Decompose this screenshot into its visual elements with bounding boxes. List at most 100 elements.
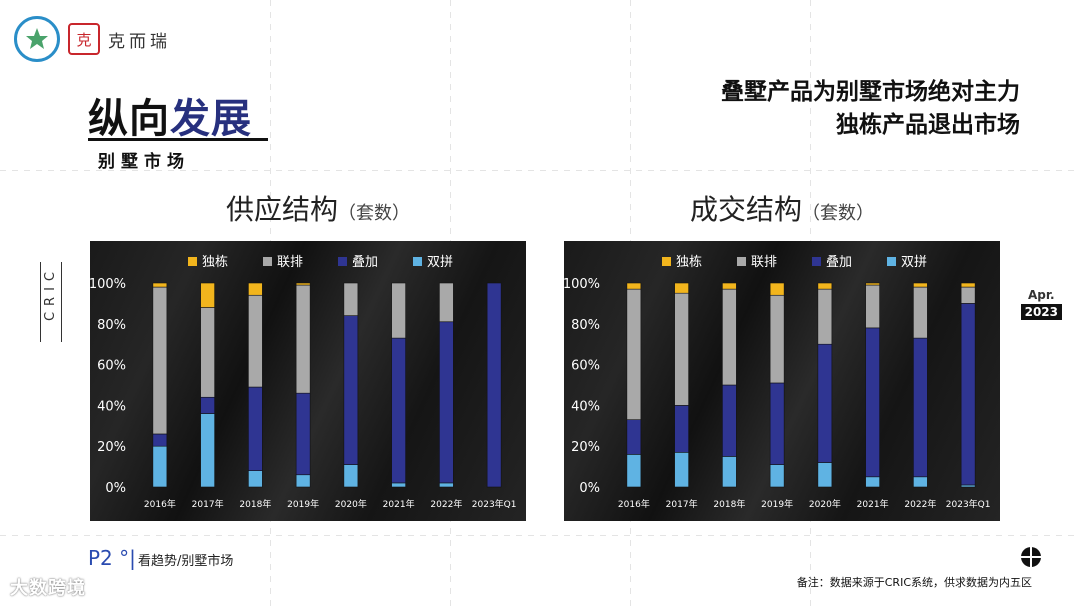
legend-label: 叠加 <box>826 255 852 270</box>
y-tick-label: 60% <box>571 359 600 374</box>
bar-segment-联排 <box>865 284 880 329</box>
bar-segment-独栋 <box>769 282 785 296</box>
bar-segment-联排 <box>295 284 311 394</box>
bar-segment-叠加 <box>486 282 502 488</box>
section-title-accent: 发展 <box>170 96 252 142</box>
bar-segment-叠加 <box>343 315 359 465</box>
x-tick-label: 2017年 <box>666 498 698 510</box>
bar-segment-联排 <box>439 282 454 323</box>
side-label: CRIC <box>40 262 62 342</box>
x-tick-label: 2021年 <box>857 498 889 510</box>
y-tick-label: 100% <box>90 277 126 292</box>
y-tick-label: 40% <box>97 399 126 414</box>
date-month: Apr. <box>1027 288 1055 302</box>
bar-segment-叠加 <box>439 321 454 484</box>
bar-segment-叠加 <box>391 337 406 484</box>
watermark: 大数跨境 <box>10 578 86 599</box>
bar-segment-独栋 <box>626 282 642 290</box>
page-number: P2 °| <box>88 546 136 570</box>
bar-segment-双拼 <box>817 462 833 488</box>
bar-segment-双拼 <box>626 454 642 488</box>
legend-swatch <box>737 257 746 266</box>
legend-label: 双拼 <box>901 255 927 270</box>
bar-segment-叠加 <box>674 405 689 453</box>
side-label-text: CRIC <box>43 266 58 322</box>
breadcrumb: 看趋势/别墅市场 <box>138 554 234 569</box>
x-tick-label: 2022年 <box>430 498 462 510</box>
bar-segment-联排 <box>343 282 359 316</box>
y-tick-label: 0% <box>579 481 600 496</box>
brand-name: 克而瑞 <box>108 31 171 52</box>
bar-segment-双拼 <box>722 456 737 488</box>
legend-swatch <box>338 257 347 266</box>
x-tick-label: 2020年 <box>335 498 367 510</box>
bar-segment-联排 <box>152 286 168 435</box>
bar-segment-双拼 <box>391 482 406 488</box>
bar-segment-联排 <box>960 286 976 304</box>
footnote: 备注：数据来源于CRIC系统，供求数据为内五区 <box>796 576 1032 589</box>
bar-segment-双拼 <box>200 413 215 488</box>
bar-segment-联排 <box>722 288 737 386</box>
chart-svg: 独栋 联排 叠加 双拼 0% 20% 40% 60% 80% 100% 2016年 2017年 2018… <box>564 254 991 510</box>
x-tick-label: 2021年 <box>383 498 415 510</box>
date-badge: Apr. 2023 <box>1020 288 1062 320</box>
bg-gridline <box>0 170 1080 171</box>
bar-segment-独栋 <box>865 282 880 286</box>
section-title-main: 纵向 <box>88 96 170 142</box>
bar-segment-独栋 <box>200 282 215 308</box>
bar-segment-双拼 <box>439 482 454 488</box>
bar-segment-独栋 <box>960 282 976 288</box>
section-subtitle: 别墅市场 <box>88 138 268 172</box>
bar-segment-叠加 <box>769 382 785 465</box>
x-tick-label: 2019年 <box>761 498 793 510</box>
legend-swatch <box>263 257 272 266</box>
deal-structure-chart: 独栋 联排 叠加 双拼 0% 20% 40% 60% 80% 100% 2016年 2017年 2018… <box>564 241 1000 521</box>
seal-icon: 克 <box>68 23 100 55</box>
bar-segment-叠加 <box>865 327 880 478</box>
legend-swatch <box>887 257 896 266</box>
bar-segment-叠加 <box>817 343 833 463</box>
section-subtitle-text: 别墅市场 <box>98 152 190 172</box>
headline-line-1: 叠墅产品为别墅市场绝对主力 <box>721 79 1020 105</box>
x-tick-label: 2020年 <box>809 498 841 510</box>
legend-label: 独栋 <box>202 254 228 270</box>
supply-chart-title-text: 供应结构 <box>226 193 339 226</box>
bar-segment-双拼 <box>865 476 880 488</box>
bar-segment-独栋 <box>152 282 168 288</box>
bar-segment-独栋 <box>817 282 833 290</box>
y-tick-label: 40% <box>571 399 600 414</box>
y-tick-label: 80% <box>97 318 126 333</box>
x-tick-label: 2019年 <box>287 498 319 510</box>
bar-segment-独栋 <box>913 282 928 288</box>
y-tick-label: 0% <box>105 481 126 496</box>
legend-swatch <box>812 257 821 266</box>
bar-segment-叠加 <box>248 386 263 471</box>
deal-chart-title-text: 成交结构 <box>690 193 803 226</box>
legend-label: 叠加 <box>352 255 378 270</box>
bar-segment-联排 <box>674 292 689 406</box>
headline: 叠墅产品为别墅市场绝对主力 独栋产品退出市场 <box>721 76 1020 142</box>
brand-logo: 克 克而瑞 <box>14 16 171 62</box>
bar-segment-双拼 <box>674 452 689 488</box>
bar-segment-联排 <box>391 282 406 339</box>
bar-segment-独栋 <box>674 282 689 294</box>
bar-segment-联排 <box>913 286 928 339</box>
legend-label: 独栋 <box>676 254 702 270</box>
y-tick-label: 80% <box>571 318 600 333</box>
bar-segment-联排 <box>248 294 263 388</box>
legend-label: 联排 <box>277 255 303 270</box>
bar-segment-叠加 <box>960 303 976 486</box>
x-tick-label: 2022年 <box>904 498 936 510</box>
x-tick-label: 2018年 <box>239 498 271 510</box>
section-title: 纵向发展 <box>88 86 252 144</box>
bar-segment-叠加 <box>295 392 311 476</box>
y-tick-label: 20% <box>97 440 126 455</box>
bar-segment-叠加 <box>913 337 928 478</box>
y-tick-label: 60% <box>97 359 126 374</box>
chart-svg: 独栋 联排 叠加 双拼 0% 20% 40% 60% 80% 100% 2016年 2017年 2018… <box>90 254 516 510</box>
bar-segment-双拼 <box>960 484 976 488</box>
y-tick-label: 100% <box>564 277 600 292</box>
x-tick-label: 2016年 <box>618 498 650 510</box>
x-tick-label: 2023年Q1 <box>946 498 991 510</box>
star-emblem-icon <box>14 16 60 62</box>
